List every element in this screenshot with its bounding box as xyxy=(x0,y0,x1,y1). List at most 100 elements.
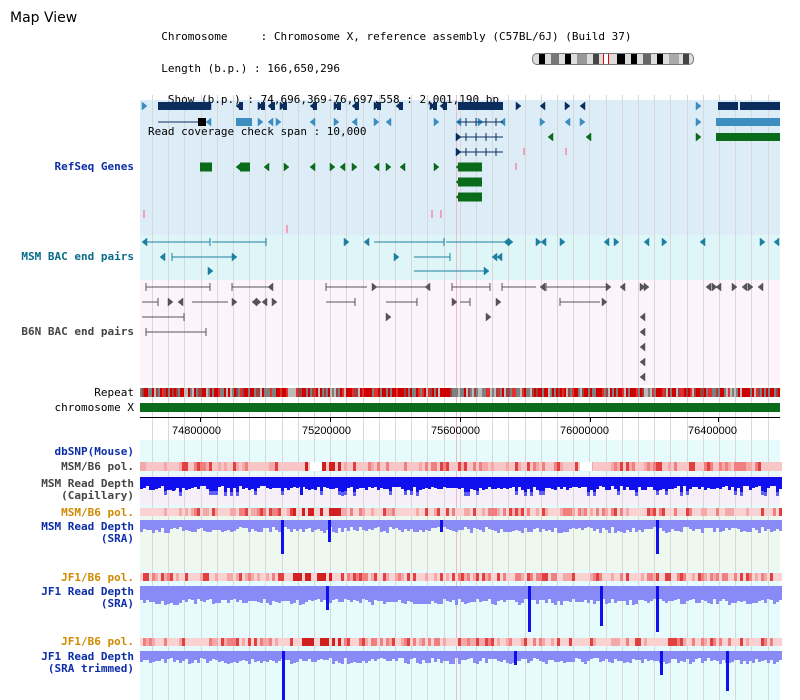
read-depth-bin xyxy=(140,520,143,532)
read-depth-bin xyxy=(674,586,677,600)
label-b6n-bac[interactable]: B6N BAC end pairs xyxy=(21,325,134,338)
read-depth-bin xyxy=(197,586,200,599)
polymorphism-bin xyxy=(590,508,593,516)
read-depth-bin xyxy=(164,586,167,605)
read-depth-bin xyxy=(413,520,416,532)
read-depth-bin xyxy=(458,520,461,530)
repeat-block xyxy=(450,388,452,397)
read-depth-bin xyxy=(518,586,521,605)
read-depth-bin xyxy=(506,477,509,489)
polymorphism-bin xyxy=(731,508,734,516)
repeat-block xyxy=(638,388,640,397)
polymorphism-bin xyxy=(275,462,278,471)
polymorphism-bin xyxy=(551,638,554,646)
read-depth-bin xyxy=(686,520,689,527)
repeat-block xyxy=(224,388,226,397)
read-depth-bin xyxy=(143,477,146,488)
repeat-block xyxy=(472,388,474,397)
label-msm-b6-pol-1[interactable]: MSM/B6 pol. xyxy=(61,460,134,473)
read-depth-bin xyxy=(224,492,227,496)
polymorphism-bin xyxy=(356,462,359,471)
polymorphism-bin xyxy=(191,638,194,646)
read-depth-bin xyxy=(713,520,716,532)
read-depth-bin xyxy=(314,520,317,530)
read-depth-bin xyxy=(461,651,464,660)
label-jf1-read-depth-trimmed[interactable]: JF1 Read Depth (SRA trimmed) xyxy=(41,650,134,675)
read-depth-bin xyxy=(344,520,347,528)
gene-arrow xyxy=(605,282,612,292)
read-depth-bin xyxy=(764,520,767,531)
polymorphism-bin xyxy=(287,462,290,471)
label-msm-b6-pol-2[interactable]: MSM/B6 pol. xyxy=(61,506,134,519)
repeat-block xyxy=(352,388,354,397)
repeat-block xyxy=(726,388,728,397)
polymorphism-bin xyxy=(593,638,596,646)
read-depth-bin xyxy=(194,520,197,532)
repeat-block xyxy=(260,388,262,397)
polymorphism-bin xyxy=(662,573,665,581)
polymorphism-bin xyxy=(320,573,323,581)
polymorphism-bin xyxy=(635,638,638,646)
gene-arrow xyxy=(564,117,571,127)
read-depth-bin xyxy=(386,651,389,661)
polymorphism-bin xyxy=(410,462,413,471)
polymorphism-bin xyxy=(770,508,773,516)
polymorphism-bin xyxy=(467,573,470,581)
label-msm-read-depth-sra[interactable]: MSM Read Depth (SRA) xyxy=(41,520,134,545)
label-refseq-genes[interactable]: RefSeq Genes xyxy=(54,160,134,173)
repeat-block xyxy=(256,388,258,397)
gene-arrow xyxy=(373,101,380,111)
label-msm-bac[interactable]: MSM BAC end pairs xyxy=(21,250,134,263)
chromosome-ideogram[interactable] xyxy=(532,53,694,65)
read-depth-bin xyxy=(449,477,452,488)
read-depth-bin xyxy=(668,477,671,489)
read-depth-bin xyxy=(710,586,713,604)
read-depth-bin xyxy=(290,651,293,664)
polymorphism-bin xyxy=(473,638,476,646)
label-msm-read-depth-capillary[interactable]: MSM Read Depth (Capillary) xyxy=(41,477,134,502)
polymorphism-bin xyxy=(695,508,698,516)
read-depth-bin xyxy=(611,477,614,486)
repeat-block xyxy=(300,388,302,397)
label-jf1-b6-pol-1[interactable]: JF1/B6 pol. xyxy=(61,571,134,584)
repeat-block xyxy=(582,388,584,397)
read-depth-bin xyxy=(281,586,284,601)
polymorphism-bin xyxy=(620,462,623,471)
polymorphism-bin xyxy=(503,638,506,646)
read-depth-bin xyxy=(197,651,200,663)
read-depth-bin xyxy=(314,651,317,662)
repeat-block xyxy=(190,388,192,397)
polymorphism-bin xyxy=(347,573,350,581)
read-depth-bin xyxy=(140,477,143,489)
read-depth-bin xyxy=(575,586,578,602)
gridline xyxy=(768,95,769,700)
polymorphism-bin xyxy=(749,508,752,516)
polymorphism-bin xyxy=(218,508,221,516)
read-depth-bin xyxy=(293,477,296,487)
read-depth-bin xyxy=(437,477,440,489)
polymorphism-bin xyxy=(533,638,536,646)
polymorphism-bin xyxy=(188,462,191,471)
read-depth-bin xyxy=(608,477,611,490)
read-depth-bin xyxy=(545,586,548,603)
ideogram-position-marker[interactable] xyxy=(603,54,609,64)
repeat-block xyxy=(724,388,726,397)
polymorphism-bin xyxy=(671,573,674,581)
polymorphism-bin xyxy=(224,573,227,581)
polymorphism-bin xyxy=(650,462,653,471)
label-dbsnp[interactable]: dbSNP(Mouse) xyxy=(54,445,134,458)
read-depth-bin xyxy=(563,651,566,663)
snp-mark xyxy=(565,148,567,155)
read-depth-bin xyxy=(404,491,407,495)
read-depth-bin xyxy=(482,586,485,601)
read-depth-bin xyxy=(719,586,722,601)
read-depth-bin xyxy=(566,651,569,662)
label-jf1-b6-pol-2[interactable]: JF1/B6 pol. xyxy=(61,635,134,648)
read-depth-bin xyxy=(197,520,200,529)
label-jf1-read-depth-sra[interactable]: JF1 Read Depth (SRA) xyxy=(41,585,134,610)
read-depth-bin xyxy=(287,520,290,529)
repeat-block xyxy=(400,388,402,397)
repeat-block xyxy=(396,388,398,397)
polymorphism-bin xyxy=(560,573,563,581)
